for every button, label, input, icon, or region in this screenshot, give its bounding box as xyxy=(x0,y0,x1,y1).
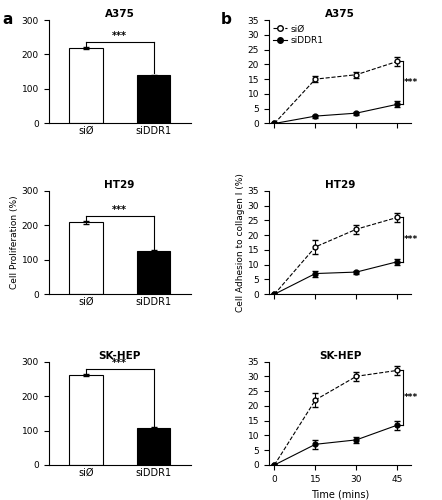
Y-axis label: Cell Proliferation (%): Cell Proliferation (%) xyxy=(10,196,19,290)
Legend: siØ, siDDR1: siØ, siDDR1 xyxy=(274,24,324,45)
Text: ***: *** xyxy=(112,31,127,41)
Bar xyxy=(137,428,171,465)
Title: A375: A375 xyxy=(105,9,135,19)
Title: SK-HEP: SK-HEP xyxy=(99,350,141,360)
Text: ***: *** xyxy=(112,205,127,215)
Text: ***: *** xyxy=(404,78,419,88)
Text: b: b xyxy=(221,12,232,28)
Text: ***: *** xyxy=(404,393,419,402)
Text: a: a xyxy=(2,12,12,28)
Text: ***: *** xyxy=(404,235,419,244)
Bar xyxy=(137,251,171,294)
Y-axis label: Cell Adhesion to collagen I (%): Cell Adhesion to collagen I (%) xyxy=(236,173,245,312)
Bar xyxy=(137,75,171,124)
X-axis label: Time (mins): Time (mins) xyxy=(311,490,369,500)
Title: A375: A375 xyxy=(325,9,355,19)
Title: SK-HEP: SK-HEP xyxy=(319,350,361,360)
Bar xyxy=(69,376,103,465)
Title: HT29: HT29 xyxy=(325,180,355,190)
Bar xyxy=(69,48,103,124)
Title: HT29: HT29 xyxy=(104,180,135,190)
Bar xyxy=(69,222,103,294)
Text: ***: *** xyxy=(112,358,127,368)
